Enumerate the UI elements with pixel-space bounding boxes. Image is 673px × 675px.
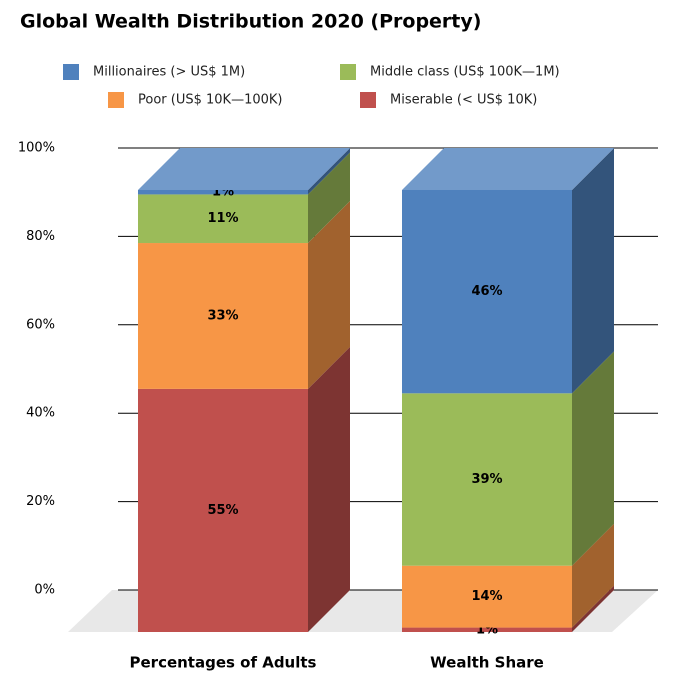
bar-segment-side (572, 148, 614, 394)
bar-segment (402, 565, 572, 628)
bar-segment-side (572, 523, 614, 628)
data-label: 33% (207, 308, 238, 323)
bar-segment-side (308, 152, 350, 244)
bar-segment (138, 388, 308, 632)
bar-segment-side (308, 148, 350, 195)
bar-top (402, 148, 614, 190)
data-label: 55% (207, 503, 238, 518)
data-label: 39% (471, 472, 502, 487)
legend-swatch (108, 92, 124, 108)
bar-segment (402, 393, 572, 566)
legend-label: Middle class (US$ 100K—1M) (370, 65, 560, 80)
x-tick-label: Percentages of Adults (130, 654, 317, 672)
bar-segment (138, 190, 308, 195)
bar-segment (402, 627, 572, 632)
chart-title: Global Wealth Distribution 2020 (Propert… (20, 11, 481, 33)
bar-segment-side (308, 346, 350, 632)
bar-segment-side (308, 201, 350, 389)
y-tick-label: 100% (18, 141, 55, 156)
bar-top (138, 148, 350, 190)
legend-swatch (360, 92, 376, 108)
legend-label: Poor (US$ 10K—100K) (138, 93, 282, 108)
legend-label: Miserable (< US$ 10K) (390, 93, 537, 108)
y-tick-label: 40% (26, 406, 55, 421)
bar-segment-side (572, 351, 614, 566)
legend-label: Millionaires (> US$ 1M) (93, 65, 245, 80)
data-label: 14% (471, 589, 502, 604)
bar-segment (402, 190, 572, 394)
bar-segment (138, 243, 308, 389)
bar-segment-side (572, 585, 614, 632)
data-label: 11% (207, 211, 238, 226)
legend-swatch (63, 64, 79, 80)
data-label: 46% (471, 284, 502, 299)
y-tick-label: 20% (26, 494, 55, 509)
x-tick-label: Wealth Share (430, 654, 544, 672)
y-tick-label: 80% (26, 229, 55, 244)
y-tick-label: 0% (34, 583, 55, 598)
y-tick-label: 60% (26, 317, 55, 332)
bar-segment (138, 194, 308, 244)
legend-swatch (340, 64, 356, 80)
